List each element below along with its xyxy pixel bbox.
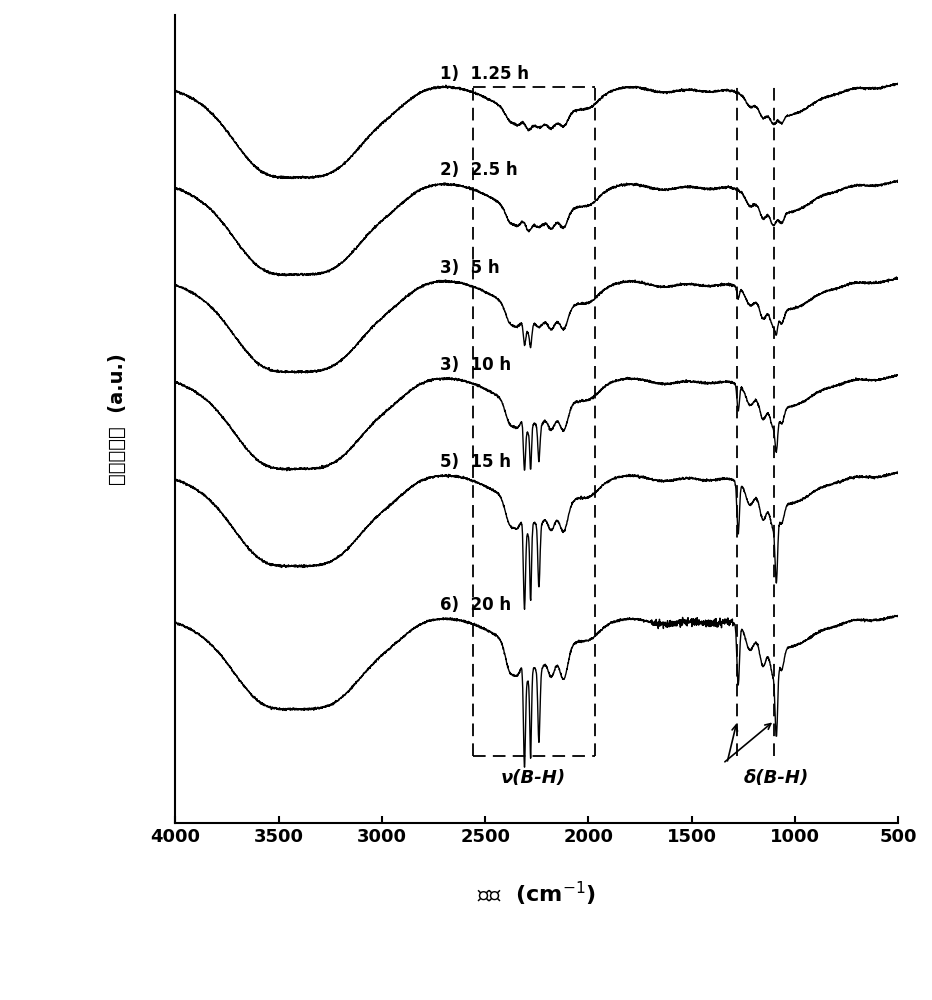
Text: 1)  1.25 h: 1) 1.25 h	[440, 65, 528, 83]
Text: 3)  10 h: 3) 10 h	[440, 356, 511, 374]
Text: 2)  2.5 h: 2) 2.5 h	[440, 161, 517, 179]
Text: δ(B-H): δ(B-H)	[744, 769, 809, 787]
Text: ν(B-H): ν(B-H)	[501, 769, 567, 787]
Text: 3)  5 h: 3) 5 h	[440, 259, 500, 277]
Text: 6)  20 h: 6) 20 h	[440, 596, 511, 614]
Text: 相对透过率  (a.u.): 相对透过率 (a.u.)	[108, 353, 127, 485]
Text: 波数  (cm$^{-1}$): 波数 (cm$^{-1}$)	[477, 879, 596, 908]
Text: 5)  15 h: 5) 15 h	[440, 453, 511, 471]
